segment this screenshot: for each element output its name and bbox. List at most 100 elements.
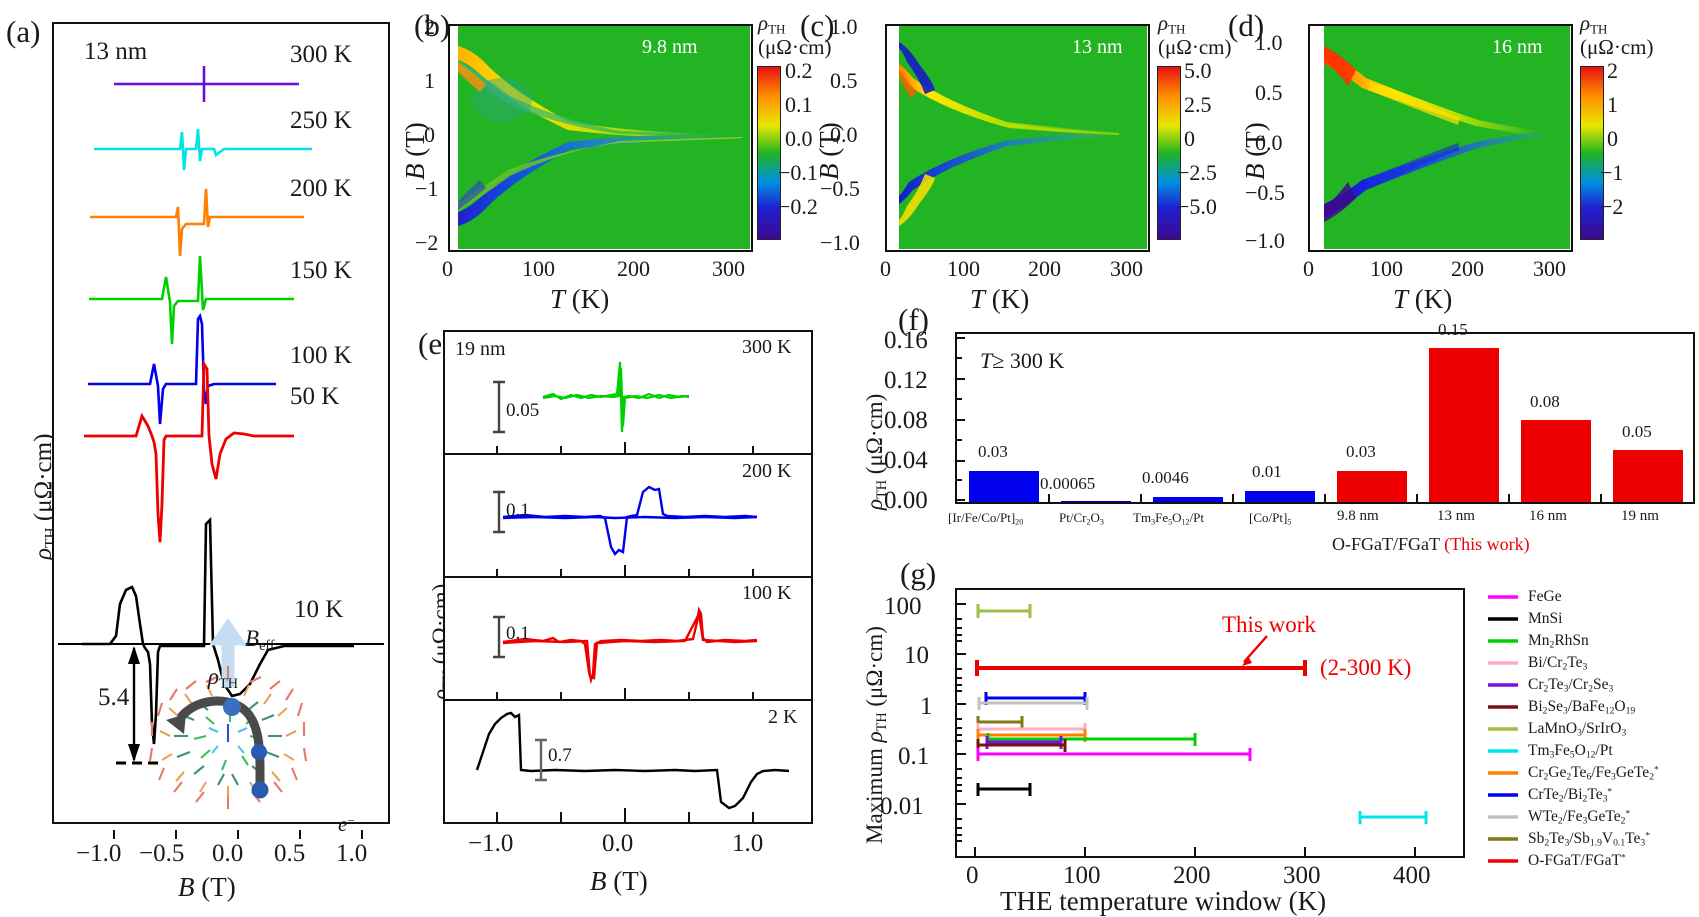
legend-label-mnsi: MnSi: [1528, 610, 1563, 627]
panel-b-colorbar: [757, 66, 781, 240]
panel-a-inset-rho-label: ρTH: [208, 664, 238, 693]
panel-d-xtick-2: 200: [1451, 256, 1484, 281]
legend-item-lamno3srir3: LaMnO3/SrIrO3: [1486, 718, 1659, 740]
panel-b-cbar-tick-3: −0.1: [778, 160, 818, 185]
panel-c-sample-label: 13 nm: [1072, 36, 1123, 58]
panel-c-ylabel-sym: B: [814, 163, 844, 181]
panel-f-xcat-5: 13 nm: [1437, 508, 1475, 524]
panel-g-range-wte2: [977, 697, 1089, 710]
panel-a-curve-label-50k: 50 K: [290, 383, 340, 410]
panel-e-curve-200k: [502, 485, 758, 556]
panel-c-cbar-tick-0: 5.0: [1184, 58, 1212, 83]
legend-label-cr2ge2te6: Cr2Ge2Te6/Fe3GeTe2*: [1528, 763, 1659, 783]
panel-f-ytick-3: 0.12: [884, 367, 928, 394]
panel-g-range-fege: [976, 748, 1252, 761]
panel-d-xlabel-sym: T: [1393, 284, 1409, 314]
panel-d-cbar-rho: ρ: [1580, 11, 1591, 35]
panel-d-cbar-sub: TH: [1590, 21, 1608, 37]
panel-c-ytick-2: 0.0: [830, 122, 858, 147]
panel-f-group-label: O-FGaT/FGaT (This work): [1332, 534, 1530, 555]
panel-a-plot: [52, 22, 390, 824]
panel-e-xlabel-units: (T): [613, 866, 648, 896]
panel-e-scale-bar-300k: [493, 380, 505, 434]
panel-b-ytick-1: 1: [424, 68, 435, 93]
panel-g-ytick-01: 0.1: [898, 743, 930, 770]
panel-f-group-note: (This work): [1444, 534, 1530, 554]
panel-e-xlabel-sym: B: [590, 866, 607, 896]
panel-g-range-note: (2-300 K): [1320, 655, 1412, 680]
panel-b-ylabel: B (T): [400, 122, 431, 180]
panel-e-scale-label-100k: 0.1: [506, 623, 530, 644]
panel-c-tag: (c): [800, 8, 835, 43]
panel-f-value-7: 0.05: [1622, 422, 1652, 441]
legend-item-wte2fe3gete2: WTe2/Fe3GeTe2*: [1486, 806, 1659, 828]
panel-g-plot: [955, 588, 1465, 858]
legend-item-mnsi: MnSi: [1486, 608, 1659, 630]
panel-d-cbar-tick-2: 0: [1607, 126, 1618, 151]
skyrmion-inset: [148, 618, 308, 809]
panel-g-ytick-001: 0.01: [880, 793, 924, 820]
curve-150k: [89, 255, 294, 345]
panel-f-ytick-1: 0.04: [884, 447, 928, 474]
panel-f-annotation: TT ≥ 300 K≥ 300 K: [980, 348, 1065, 373]
panel-e-curve-2k: [475, 711, 790, 810]
curve-50k: [84, 359, 294, 543]
panel-e-scale-bar-100k: [493, 615, 505, 659]
panel-c-ylabel: B (T): [814, 122, 845, 180]
panel-a-xtick-1: −0.5: [139, 840, 185, 867]
panel-d-cbar-tick-4: −2: [1600, 194, 1624, 219]
panel-f-xcat-6: 16 nm: [1529, 508, 1567, 524]
panel-e-xtick-1: 0.0: [602, 830, 634, 857]
panel-f-value-6: 0.08: [1530, 392, 1560, 411]
legend-item-mn2rhsn: Mn2RhSn: [1486, 630, 1659, 652]
panel-b-tag: (b): [414, 8, 451, 43]
panel-f-value-3: 0.01: [1252, 462, 1282, 481]
panel-g-range-ofgat: [975, 660, 1307, 676]
panel-a-xlabel: B (T): [178, 872, 236, 903]
panel-a-curve-label-250k: 250 K: [290, 107, 352, 134]
legend-label-lamno3srir3: LaMnO3/SrIrO3: [1528, 719, 1627, 739]
panel-c-cbar-tick-1: 2.5: [1184, 92, 1212, 117]
panel-d-xlabel: T (K): [1393, 284, 1452, 315]
panel-f-bar-1: [1061, 501, 1131, 502]
curve-250k: [94, 128, 312, 171]
panel-g-ylabel-rho: ρ: [862, 731, 887, 743]
legend-label-bi2se3bafe12o19: Bi2Se3/BaFe12O19: [1528, 697, 1636, 717]
panel-a-curve-label-300k: 300 K: [290, 41, 352, 68]
panel-d-ylabel-units: (T): [1240, 122, 1270, 157]
panel-f-bar-5: [1429, 348, 1499, 502]
panel-f-bar-2: [1153, 497, 1223, 502]
panel-b-xtick-3: 300: [712, 256, 745, 281]
panel-e-xtick-2: 1.0: [732, 830, 764, 857]
panel-c-xtick-1: 100: [947, 256, 980, 281]
panel-g-xtick-1: 100: [1063, 862, 1101, 889]
panel-b-cbar-rho: ρ: [758, 11, 769, 35]
panel-d-ytick-1: 0.5: [1255, 80, 1283, 105]
panel-b-cbar-title: ρTH (μΩ·cm): [758, 12, 832, 58]
panel-c-plot: [885, 24, 1150, 252]
panel-c-cbar-units: (μΩ·cm): [1158, 35, 1232, 60]
panel-d-xtick-3: 300: [1533, 256, 1566, 281]
panel-b-xlabel: T (K): [550, 284, 609, 315]
panel-d-tag: (d): [1228, 8, 1265, 43]
panel-d-cbar-title: ρTH (μΩ·cm): [1580, 12, 1654, 58]
panel-c-xlabel: T (K): [970, 284, 1029, 315]
panel-d-colorbar: [1580, 66, 1604, 240]
panel-a-scale-annotation: 5.4: [98, 684, 130, 711]
electron-symbol: e: [338, 812, 348, 836]
panel-e-scale-label-2k: 0.7: [548, 745, 572, 766]
panel-f-bar-7: [1613, 450, 1683, 502]
electron-sup: −: [347, 813, 355, 829]
inset-rho-symbol: ρ: [208, 664, 220, 689]
panel-g-tag: (g): [900, 556, 937, 591]
panel-a-sample-label: 13 nm: [84, 38, 148, 65]
panel-f-ytick-0: 0.00: [884, 487, 928, 514]
panel-g-ylabel-sub: TH: [873, 712, 890, 732]
legend-item-tm3fe5o12pt: Tm3Fe5O12/Pt: [1486, 740, 1659, 762]
panel-b-cbar-tick-4: −0.2: [778, 194, 818, 219]
panel-f-value-0: 0.03: [978, 442, 1008, 461]
legend-swatch-cr2ge2te6: [1488, 771, 1518, 775]
legend-item-sb2te3: Sb2Te3/Sb1.9V0.1Te3*: [1486, 828, 1659, 850]
panel-c-xlabel-units: (K): [991, 284, 1030, 314]
panel-d-cbar-tick-3: −1: [1600, 160, 1624, 185]
